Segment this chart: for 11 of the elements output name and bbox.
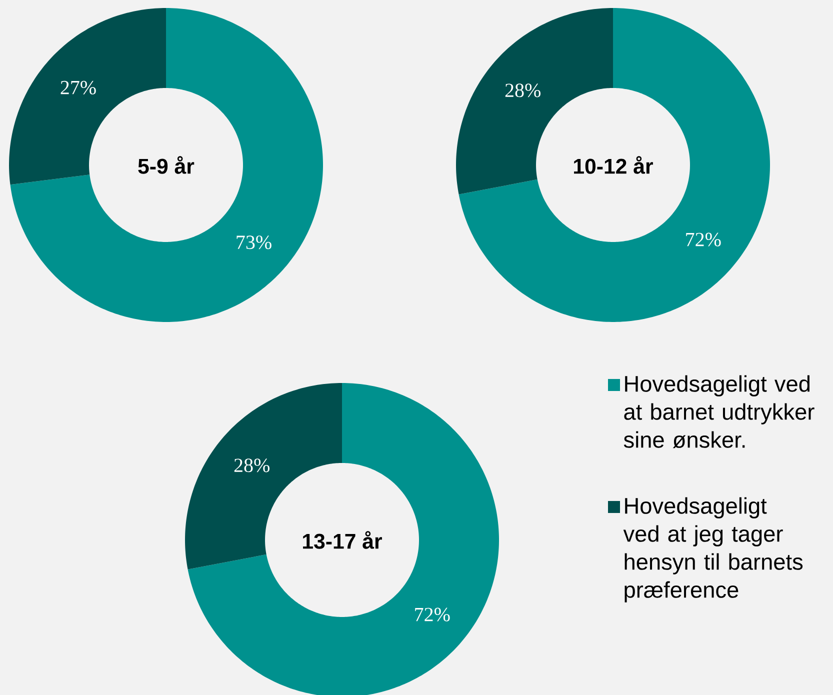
text: 13-17 år	[303, 531, 382, 549]
legend-label: Hovedsageligt ved at barnet udtrykker sine ønsker.	[624, 375, 814, 448]
data-label: 72%	[686, 232, 721, 246]
data-label: 72%	[415, 608, 450, 622]
data-label: 27%	[60, 80, 96, 94]
text: 10-12 år	[574, 156, 653, 174]
text: 5-9 år	[138, 156, 194, 174]
legend-label: Hovedsageligt ved at jeg tager hensyn til barnets præference	[623, 497, 803, 602]
data-label: 28%	[234, 458, 270, 472]
data-label: 73%	[236, 236, 272, 250]
data-label: 28%	[505, 84, 540, 98]
